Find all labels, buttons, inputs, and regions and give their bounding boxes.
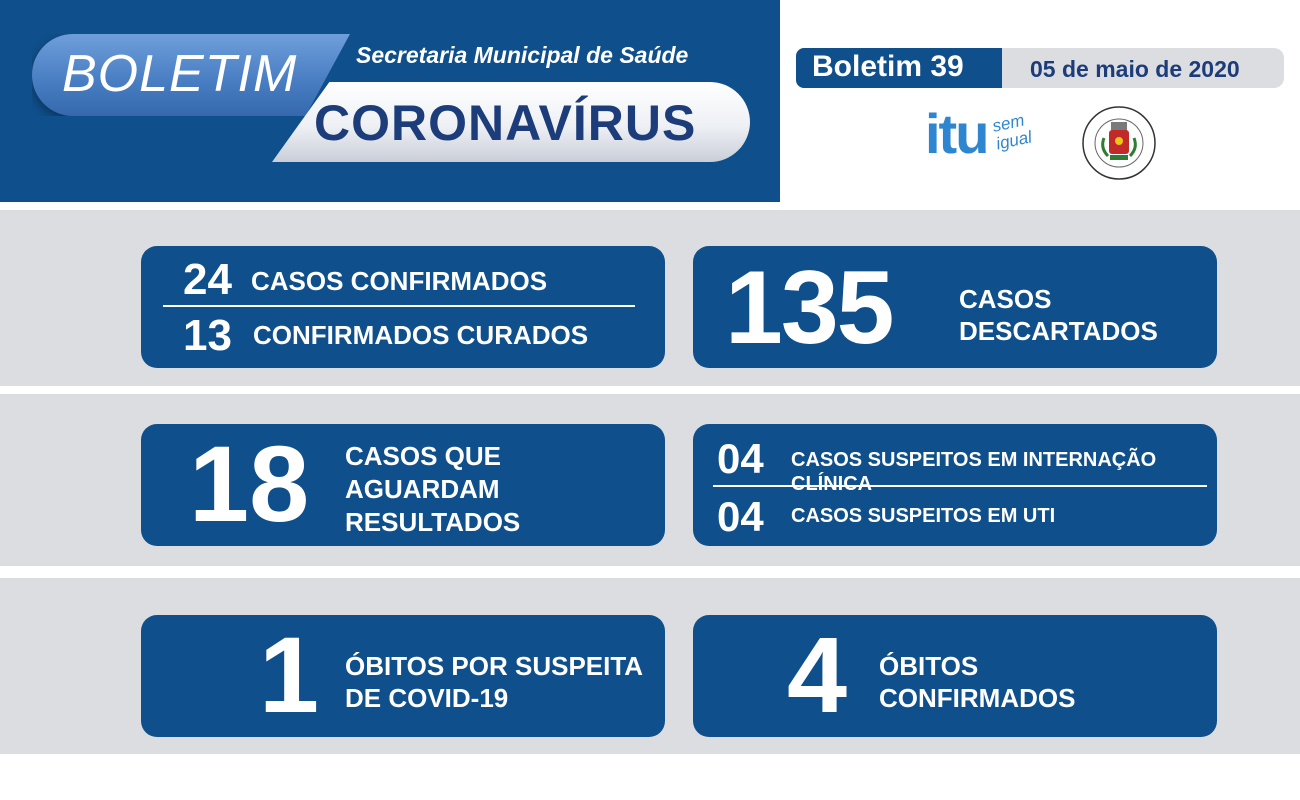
card-obitos-suspeita: 1 ÓBITOS POR SUSPEITA DE COVID-19 — [141, 615, 665, 737]
confirmados-curados-label: CONFIRMADOS CURADOS — [253, 320, 589, 350]
confirmados-curados-value: 13 — [183, 311, 232, 360]
obitos-suspeita-label-2: DE COVID-19 — [345, 683, 509, 713]
obitos-confirmados-label-1: ÓBITOS — [879, 651, 979, 681]
card-divider — [163, 305, 635, 307]
card-divider — [713, 485, 1207, 487]
card-confirmados: 24 CASOS CONFIRMADOS 13 CONFIRMADOS CURA… — [141, 246, 665, 368]
card-descartados: 135 CASOS DESCARTADOS — [693, 246, 1217, 368]
aguardam-label-1: CASOS QUE — [345, 441, 502, 471]
casos-descartados-label-2: DESCARTADOS — [959, 316, 1158, 346]
coronavirus-pill — [272, 82, 750, 162]
boletim-pill — [32, 34, 350, 116]
casos-descartados-label-1: CASOS — [959, 284, 1052, 314]
obitos-suspeita-value: 1 — [259, 614, 320, 735]
date-box — [1002, 48, 1284, 88]
aguardam-resultados-value: 18 — [189, 423, 310, 544]
card-internacao: 04 CASOS SUSPEITOS EM INTERNAÇÃO CLÍNICA… — [693, 424, 1217, 546]
boletim-label: BOLETIM — [62, 45, 298, 103]
obitos-confirmados-value: 4 — [787, 614, 848, 735]
suspeitos-uti-label: CASOS SUSPEITOS EM UTI — [791, 505, 1056, 527]
obitos-confirmados-label-2: CONFIRMADOS — [879, 683, 1076, 713]
prefeitura-seal-icon — [1082, 106, 1156, 180]
casos-descartados-value: 135 — [725, 250, 895, 366]
card-obitos-confirmados: 4 ÓBITOS CONFIRMADOS — [693, 615, 1217, 737]
boletim-number-box — [796, 48, 1002, 88]
bulletin-date: 05 de maio de 2020 — [1030, 56, 1240, 82]
itu-logo: itu — [925, 102, 989, 165]
casos-confirmados-label: CASOS CONFIRMADOS — [251, 266, 548, 296]
itu-logo-tagline: sem igual — [990, 110, 1034, 154]
internacao-clinica-value: 04 — [717, 435, 764, 482]
itu-logo-text: itu — [925, 102, 989, 165]
suspeitos-uti-value: 04 — [717, 493, 764, 540]
secretaria-title: Secretaria Municipal de Saúde — [356, 42, 689, 68]
aguardam-label-3: RESULTADOS — [345, 507, 521, 537]
boletim-number: Boletim 39 — [812, 50, 964, 83]
card-aguardam: 18 CASOS QUE AGUARDAM RESULTADOS — [141, 424, 665, 546]
internacao-clinica-label: CASOS SUSPEITOS EM INTERNAÇÃO CLÍNICA — [791, 449, 1157, 495]
obitos-suspeita-label-1: ÓBITOS POR SUSPEITA — [345, 651, 644, 681]
coronavirus-title: CORONAVÍRUS — [314, 95, 697, 151]
casos-confirmados-value: 24 — [183, 255, 232, 304]
aguardam-label-2: AGUARDAM — [345, 474, 500, 504]
